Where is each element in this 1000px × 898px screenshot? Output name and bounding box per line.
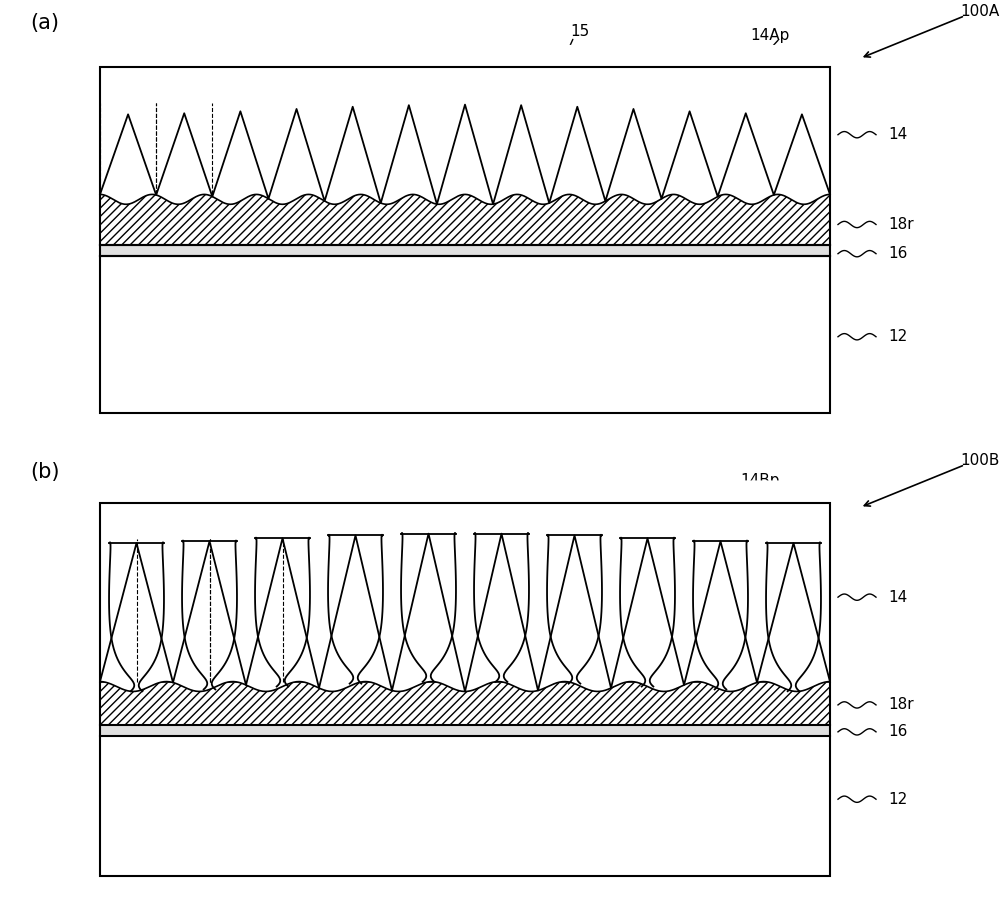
Bar (100, 682, 830, 726)
Bar (100, 503, 830, 876)
Text: 14Ap: 14Ap (750, 29, 789, 43)
Text: 16: 16 (888, 246, 907, 261)
Text: 100A: 100A (960, 4, 999, 20)
Bar (100, 736, 830, 876)
Bar (100, 245, 830, 256)
Text: (b): (b) (30, 462, 60, 482)
Polygon shape (100, 480, 830, 691)
Text: 12: 12 (888, 792, 907, 806)
Text: 100B: 100B (960, 453, 999, 469)
Text: 15: 15 (570, 24, 590, 39)
Bar (100, 256, 830, 413)
Text: (a): (a) (30, 13, 59, 33)
Text: 14Bp: 14Bp (740, 473, 780, 488)
Bar (100, 726, 830, 736)
Text: Dint: Dint (157, 515, 189, 530)
Text: Dint: Dint (112, 79, 144, 94)
Text: 14: 14 (888, 128, 907, 142)
Text: 14: 14 (888, 590, 907, 604)
Text: Dp: Dp (235, 515, 257, 530)
Text: Dp: Dp (173, 79, 195, 94)
Polygon shape (100, 45, 830, 204)
Text: 18r: 18r (888, 698, 914, 712)
Bar (100, 67, 830, 413)
Text: 12: 12 (888, 330, 907, 344)
Text: 16: 16 (888, 725, 907, 739)
Bar (100, 194, 830, 244)
Text: 18r: 18r (888, 217, 914, 232)
